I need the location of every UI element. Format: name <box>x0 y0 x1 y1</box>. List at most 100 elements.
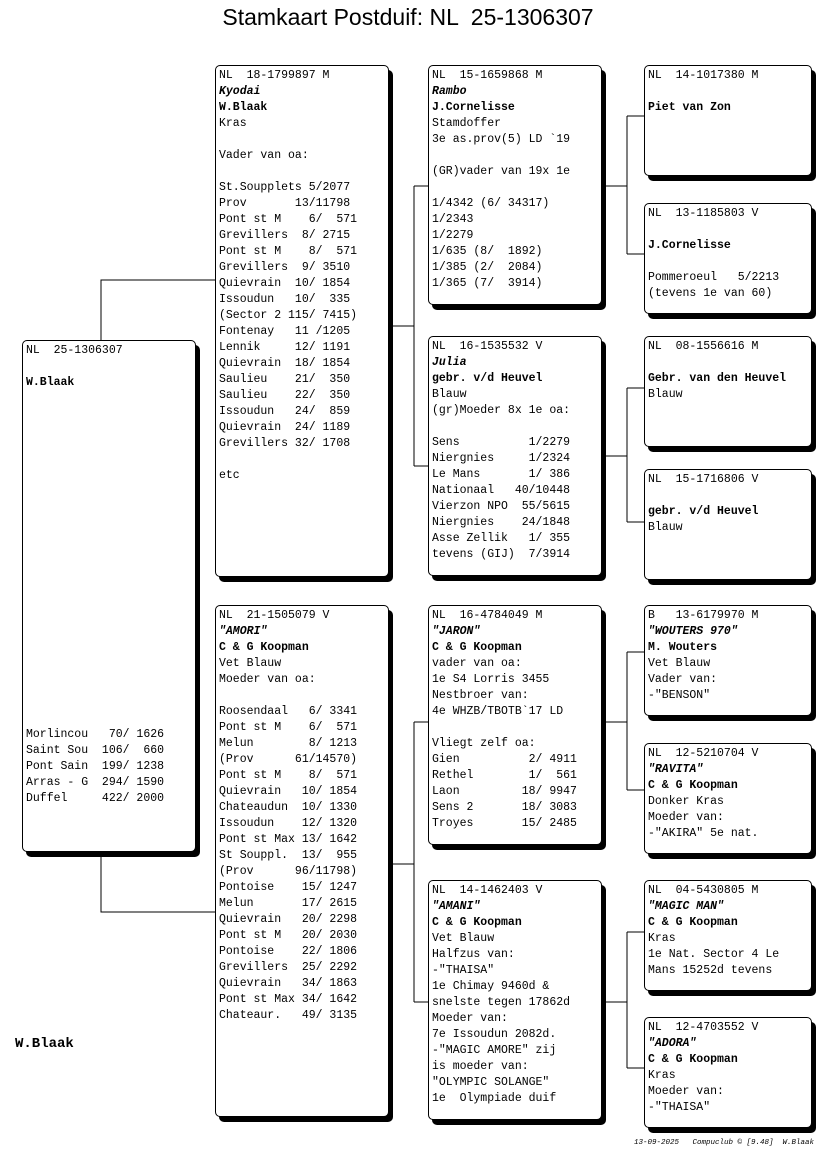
card-line: Pont st M 20/ 2030 <box>219 929 358 942</box>
card-line: Kras <box>648 1069 676 1082</box>
card-line <box>648 84 811 100</box>
card-line: Nestbroer van: <box>432 689 529 702</box>
card-line <box>26 391 195 407</box>
card-line: "AMANI" <box>432 900 481 913</box>
card-line: Pont st M 8/ 571 <box>219 769 358 782</box>
card-line <box>648 488 811 504</box>
card-line: "WOUTERS 970" <box>648 625 738 638</box>
card-line: Julia <box>432 356 467 369</box>
card-line: J.Cornelisse <box>648 239 731 252</box>
card-line: Vet Blauw <box>219 657 282 670</box>
card-line: Morlincou 70/ 1626 <box>26 728 165 741</box>
card-line <box>219 452 388 468</box>
ring-number: NL 04-5430805 M <box>648 884 759 897</box>
card-line: "AMORI" <box>219 625 268 638</box>
card-line <box>26 423 195 439</box>
card-line: M. Wouters <box>648 641 718 654</box>
connector-ff-ancestors <box>601 115 644 255</box>
card-line: (GR)vader van 19x 1e <box>432 165 571 178</box>
card-line <box>26 551 195 567</box>
card-line <box>26 519 195 535</box>
card-line: Vet Blauw <box>432 932 495 945</box>
card-line: is moeder van: <box>432 1060 529 1073</box>
ring-number: NL 13-1185803 V <box>648 207 759 220</box>
pigeon-card-father-father: NL 15-1659868 M Rambo J.Cornelisse Stamdoff… <box>428 65 602 305</box>
card-line: Vliegt zelf oa: <box>432 737 536 750</box>
card-line <box>26 695 195 711</box>
card-line: St Souppl. 13/ 955 <box>219 849 358 862</box>
card-line: Niergnies 1/2324 <box>432 452 571 465</box>
card-line: Moeder van: <box>648 1085 724 1098</box>
card-line <box>648 254 811 270</box>
card-line: Niergnies 24/1848 <box>432 516 571 529</box>
card-line <box>432 180 601 196</box>
card-line: Vader van: <box>648 673 718 686</box>
connector-father-grandparents <box>389 185 428 467</box>
card-line: -"THAISA" <box>648 1101 711 1114</box>
pigeon-card-father: NL 18-1799897 M Kyodai W.Blaak Kras Vader va… <box>215 65 389 577</box>
card-line: "ADORA" <box>648 1037 697 1050</box>
pigeon-card-mother-father: NL 16-4784049 M "JARON" C & G Koopman vader… <box>428 605 602 845</box>
card-line: Kras <box>219 117 247 130</box>
card-line <box>26 679 195 695</box>
card-line: snelste tegen 17862d <box>432 996 571 1009</box>
pigeon-card-mmf: NL 04-5430805 M "MAGIC MAN" C & G Koopman K… <box>644 880 812 991</box>
card-line <box>219 164 388 180</box>
pigeon-card-father-mother: NL 16-1535532 V Julia gebr. v/d Heuvel Blau… <box>428 336 602 576</box>
card-line <box>26 455 195 471</box>
ring-number: NL 12-4703552 V <box>648 1021 759 1034</box>
card-line: 1/4342 (6/ 34317) <box>432 197 550 210</box>
card-line: Grevillers 9/ 3510 <box>219 261 351 274</box>
ring-number: B 13-6179970 M <box>648 609 759 622</box>
card-line: Quievrain 10/ 1854 <box>219 277 351 290</box>
card-line: 1/2279 <box>432 229 474 242</box>
card-line: (Prov 96/11798) <box>219 865 358 878</box>
card-line: Laon 18/ 9947 <box>432 785 577 798</box>
card-line: C & G Koopman <box>432 641 522 654</box>
pigeon-card-mmm: NL 12-4703552 V "ADORA" C & G Koopman Kras M… <box>644 1017 812 1128</box>
card-line: Saulieu 21/ 350 <box>219 373 351 386</box>
card-line: Pont st Max 34/ 1642 <box>219 993 358 1006</box>
card-line: Sens 1/2279 <box>432 436 571 449</box>
card-line: Lennik 12/ 1191 <box>219 341 351 354</box>
card-line: C & G Koopman <box>219 641 309 654</box>
card-line <box>26 487 195 503</box>
pigeon-card-fmf: NL 08-1556616 M Gebr. van den Heuvel Blauw <box>644 336 812 447</box>
card-line: Issoudun 10/ 335 <box>219 293 351 306</box>
card-line: 7e Issoudun 2082d. <box>432 1028 557 1041</box>
card-line: Troyes 15/ 2485 <box>432 817 577 830</box>
ring-number: NL 18-1799897 M <box>219 69 330 82</box>
card-line <box>26 663 195 679</box>
ring-number: NL 16-1535532 V <box>432 340 543 353</box>
ring-number: NL 21-1505079 V <box>219 609 330 622</box>
card-line: Quievrain 24/ 1189 <box>219 421 351 434</box>
card-line: Rambo <box>432 85 467 98</box>
card-line: J.Cornelisse <box>432 101 515 114</box>
card-line <box>26 615 195 631</box>
owner-name: W.Blaak <box>15 1036 74 1052</box>
ring-number: NL 15-1659868 M <box>432 69 543 82</box>
card-line: -"THAISA" <box>432 964 495 977</box>
card-line: Moeder van: <box>648 811 724 824</box>
card-line: 1/635 (8/ 1892) <box>432 245 543 258</box>
pigeon-card-mother-mother: NL 14-1462403 V "AMANI" C & G Koopman Vet B… <box>428 880 602 1120</box>
connector-mf-ancestors <box>601 651 644 791</box>
card-line <box>26 647 195 663</box>
card-line: 1e Nat. Sector 4 Le <box>648 948 780 961</box>
card-line: Pontoise 22/ 1806 <box>219 945 358 958</box>
card-line <box>432 720 601 736</box>
footer-credits: 13-09-2025 Compuclub © [9.48] W.Blaak <box>633 1139 814 1147</box>
card-line: Pont st M 6/ 571 <box>219 721 358 734</box>
card-line: gebr. v/d Heuvel <box>432 372 543 385</box>
card-line: Asse Zellik 1/ 355 <box>432 532 571 545</box>
pigeon-card-mff: B 13-6179970 M "WOUTERS 970" M. Wouters Vet… <box>644 605 812 716</box>
card-line <box>26 711 195 727</box>
card-line: tevens (GIJ) 7/3914 <box>432 548 571 561</box>
card-line: Quievrain 34/ 1863 <box>219 977 358 990</box>
card-line: Pontoise 15/ 1247 <box>219 881 358 894</box>
card-line <box>26 631 195 647</box>
card-line: Sens 2 18/ 3083 <box>432 801 577 814</box>
card-line: Issoudun 12/ 1320 <box>219 817 358 830</box>
card-line: (tevens 1e van 60) <box>648 287 773 300</box>
card-line: Chateaudun 10/ 1330 <box>219 801 358 814</box>
